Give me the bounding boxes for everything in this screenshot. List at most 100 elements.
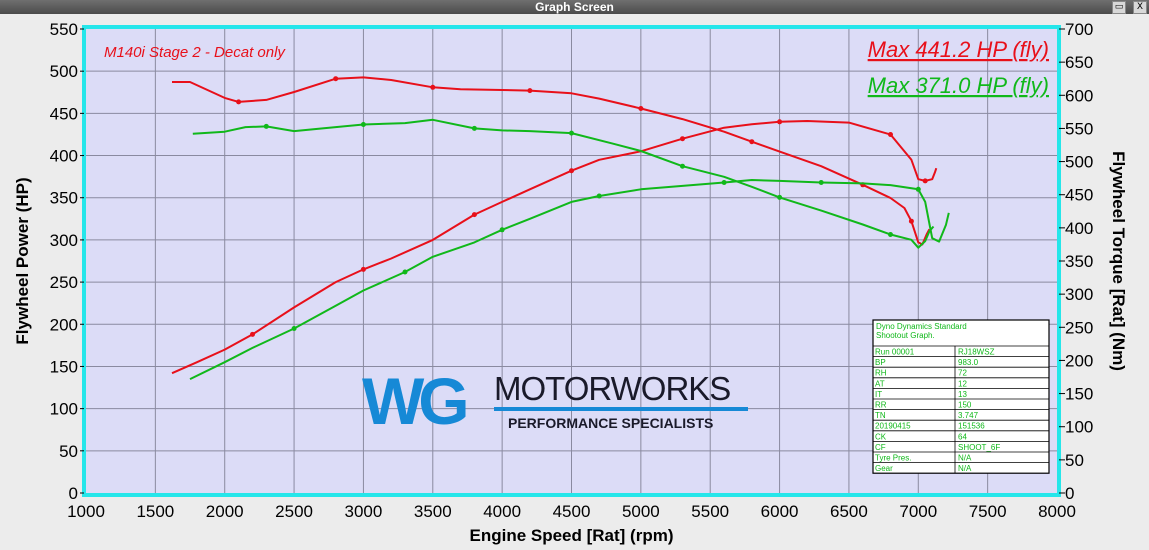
series-point	[638, 106, 644, 111]
series-point	[818, 180, 824, 185]
x-tick-label: 7000	[899, 502, 937, 521]
series-point	[680, 136, 685, 142]
x-tick-label: 4500	[553, 502, 591, 521]
y-left-tick-labels: 0 50 100 150 200 250 300 350 400 450 500 550	[50, 20, 84, 503]
y-left-tick-label: 0	[69, 484, 78, 503]
y-right-tick-label: 0	[1065, 484, 1074, 503]
series-point	[777, 194, 783, 200]
y-left-tick-label: 500	[50, 62, 78, 81]
info-table-value: 72	[958, 369, 967, 378]
series-point	[596, 193, 602, 199]
info-table-value: 150	[958, 401, 972, 410]
series-point	[527, 88, 533, 94]
info-table-value: N/A	[958, 454, 972, 463]
y-left-axis-label: Flywheel Power (HP)	[13, 177, 32, 344]
title-bar: Graph Screen ▭ X	[0, 0, 1149, 14]
y-right-tick-label: 500	[1065, 153, 1093, 172]
info-table-value: 3.747	[958, 411, 979, 420]
y-right-tick-label: 650	[1065, 53, 1093, 72]
series-line-1	[172, 76, 931, 246]
series-point	[250, 331, 255, 337]
x-tick-label: 8000	[1038, 502, 1076, 521]
logo-tagline: PERFORMANCE SPECIALISTS	[508, 415, 713, 431]
info-table-key: RR	[875, 401, 887, 410]
info-table-key: CK	[875, 432, 887, 441]
series-point	[888, 232, 893, 237]
series-point	[402, 269, 408, 275]
x-tick-label: 3000	[345, 502, 383, 521]
y-left-tick-label: 250	[50, 273, 78, 292]
info-table-value: SHOOT_6F	[958, 443, 1000, 452]
y-right-tick-label: 450	[1065, 186, 1093, 205]
y-right-tick-label: 400	[1065, 219, 1093, 238]
y-right-tick-labels: 0 50 100 150 200 250 300 350 400 450 500 550 600 650 7…	[1059, 20, 1093, 503]
logo-name: MOTORWORKS	[494, 370, 730, 407]
series-point	[888, 132, 893, 137]
info-table-key: TN	[875, 411, 886, 420]
series-point	[360, 266, 366, 272]
x-tick-label: 4000	[483, 502, 521, 521]
series-group	[171, 76, 950, 380]
info-table-key: BP	[875, 358, 886, 367]
series-point	[680, 163, 685, 169]
y-right-tick-label: 250	[1065, 318, 1093, 337]
series-point	[236, 99, 242, 105]
max-power-red-label: Max 441.2 HP (fly)	[868, 37, 1049, 62]
close-button[interactable]: X	[1133, 1, 1147, 14]
maximize-button[interactable]: ▭	[1112, 1, 1126, 14]
info-table-key: Tyre Pres.	[875, 454, 911, 463]
info-table-value: 151536	[958, 422, 985, 431]
y-right-tick-label: 350	[1065, 252, 1093, 271]
y-right-tick-label: 300	[1065, 285, 1093, 304]
y-right-tick-label: 100	[1065, 418, 1093, 437]
series-point	[471, 125, 477, 131]
info-table-box	[872, 319, 1050, 474]
series-point	[263, 123, 269, 129]
logo-mark: WG	[362, 364, 466, 438]
y-left-tick-label: 100	[50, 400, 78, 419]
x-tick-labels: 1000 1500 2000 2500 3000 3500 4000 4500 5000 5500…	[67, 502, 1076, 521]
info-table-value: RJ18WSZ	[958, 348, 995, 357]
series-point	[721, 180, 727, 185]
max-power-green-label: Max 371.0 HP (fly)	[868, 73, 1049, 98]
y-left-tick-label: 150	[50, 357, 78, 376]
x-tick-label: 5000	[622, 502, 660, 521]
series-point	[360, 122, 366, 127]
series-line-0	[171, 120, 938, 375]
run-annotation: M140i Stage 2 - Decat only	[104, 44, 286, 61]
info-table-key: CF	[875, 443, 886, 452]
y-left-tick-label: 400	[50, 147, 78, 166]
info-table-key: RH	[875, 369, 887, 378]
info-table-key: IT	[875, 390, 882, 399]
y-right-tick-label: 550	[1065, 119, 1093, 138]
window-title: Graph Screen	[535, 0, 614, 14]
series-point	[569, 168, 574, 174]
x-tick-label: 5500	[691, 502, 729, 521]
y-left-tick-label: 550	[50, 20, 78, 39]
info-table-value: 983.0	[958, 358, 979, 367]
series-line-3	[192, 118, 935, 249]
series-point	[908, 218, 914, 224]
x-tick-label: 7500	[969, 502, 1007, 521]
info-table-value: 13	[958, 390, 967, 399]
series-point	[749, 139, 755, 145]
series-point	[499, 227, 505, 233]
y-right-axis-label: Flywheel Torque [Rat] (Nm)	[1109, 151, 1128, 371]
x-tick-label: 6500	[830, 502, 868, 521]
y-left-tick-label: 300	[50, 231, 78, 250]
info-table-key: 20190415	[875, 422, 911, 431]
y-left-tick-label: 50	[59, 442, 78, 461]
wg-motorworks-logo: WG MOTORWORKS PERFORMANCE SPECIALISTS	[362, 364, 748, 438]
series-point	[471, 212, 477, 218]
y-right-tick-label: 600	[1065, 86, 1093, 105]
series-line-2	[189, 179, 950, 380]
y-right-tick-label: 50	[1065, 451, 1084, 470]
info-table-key: Run 00001	[875, 348, 915, 357]
series-point	[569, 130, 574, 136]
series-point	[922, 178, 928, 184]
y-left-tick-label: 350	[50, 189, 78, 208]
x-tick-label: 3500	[414, 502, 452, 521]
dyno-chart: 1000 1500 2000 2500 3000 3500 4000 4500 5000 5500…	[0, 14, 1149, 550]
info-table-header: Shootout Graph.	[876, 331, 935, 340]
